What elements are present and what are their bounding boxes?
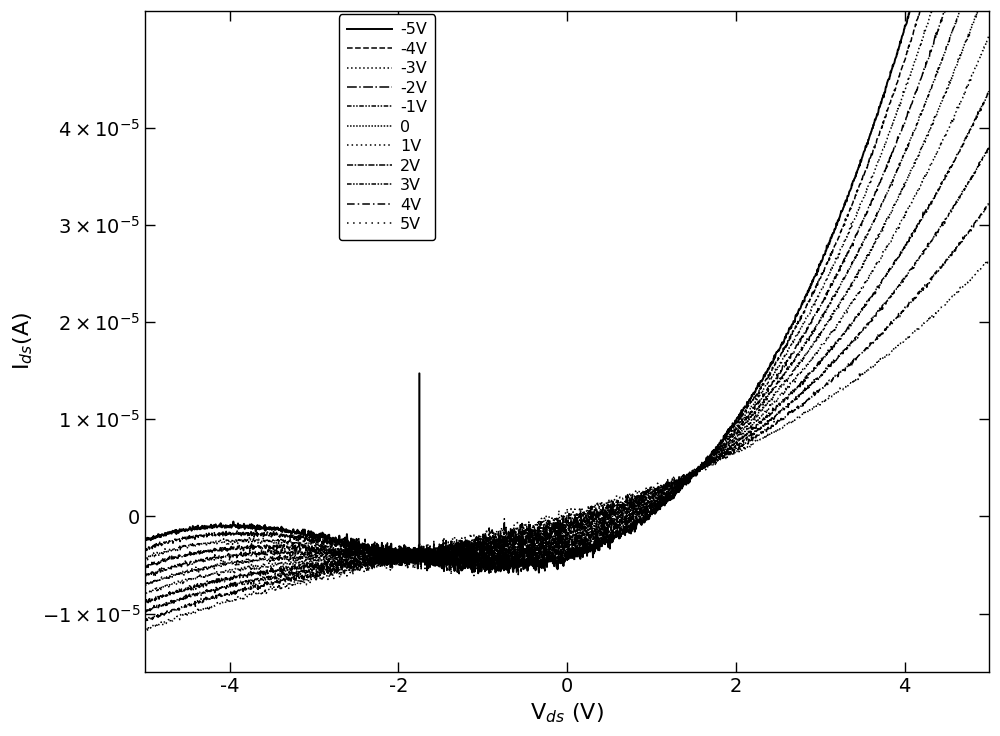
0 [958,40,970,49]
-5V [804,283,816,291]
2V [139,598,151,607]
4V [183,601,195,610]
3V [140,607,152,616]
3V [958,185,970,194]
3V [139,606,151,615]
4V [527,526,539,535]
5V [139,624,151,633]
-3V [804,309,816,318]
-2V [804,321,816,330]
4V [142,617,154,626]
-4V [527,559,539,567]
-5V [550,558,562,567]
Line: 4V: 4V [145,203,989,621]
0 [804,345,816,354]
2V [958,136,970,145]
Y-axis label: I$_{ds}$(A): I$_{ds}$(A) [11,313,35,370]
3V [959,185,971,194]
1V [140,591,152,600]
1V [183,574,195,583]
1V [958,90,970,99]
4V [139,615,151,624]
-2V [444,565,456,574]
3V [983,142,995,151]
2V [959,136,971,145]
Line: -2V: -2V [145,0,989,570]
0 [182,569,194,578]
4V [983,201,995,210]
4V [959,231,971,240]
4V [550,522,562,531]
0 [549,528,561,537]
Line: -3V: -3V [145,0,989,576]
X-axis label: V$_{ds}$ (V): V$_{ds}$ (V) [530,701,604,725]
Line: 0: 0 [145,0,989,585]
-3V [139,554,151,563]
-3V [182,540,194,549]
Line: -4V: -4V [145,0,989,575]
1V [527,542,539,551]
5V [183,609,195,618]
-2V [139,564,151,573]
Line: -5V: -5V [145,0,989,573]
-5V [182,526,194,534]
-1V [139,571,151,580]
1V [804,357,816,366]
5V [959,281,971,290]
4V [804,393,816,402]
-1V [140,572,152,581]
1V [550,531,562,539]
-4V [550,544,562,553]
4V [982,199,994,208]
2V [983,87,995,96]
3V [183,592,195,601]
0 [527,542,539,551]
3V [804,382,816,391]
5V [527,519,539,528]
5V [958,280,970,289]
Line: -1V: -1V [145,0,989,576]
2V [804,368,816,377]
-1V [804,333,816,342]
3V [550,528,562,537]
Line: 5V: 5V [145,260,989,630]
-5V [139,535,151,544]
2V [142,598,154,607]
5V [983,255,995,264]
1V [139,588,151,597]
-1V [527,537,539,546]
Line: 3V: 3V [145,146,989,612]
-4V [182,534,194,543]
-4V [804,294,816,303]
1V [983,31,995,40]
Line: 2V: 2V [145,91,989,603]
-2V [550,539,562,548]
-3V [527,545,539,553]
-3V [550,556,562,565]
5V [142,626,154,634]
-1V [550,534,562,543]
2V [550,529,562,538]
-5V [472,569,484,578]
5V [804,406,816,414]
-2V [527,547,539,556]
-1V [183,561,195,570]
-5V [527,555,539,564]
Legend: -5V, -4V, -3V, -2V, -1V, 0, 1V, 2V, 3V, 4V, 5V: -5V, -4V, -3V, -2V, -1V, 0, 1V, 2V, 3V, … [339,15,435,240]
4V [958,233,970,241]
-4V [512,570,524,579]
-4V [139,545,151,554]
2V [183,584,195,593]
0 [958,41,970,50]
2V [527,534,539,543]
3V [527,525,539,534]
5V [550,514,562,523]
1V [959,91,971,99]
Line: 1V: 1V [145,35,989,595]
-2V [182,551,194,560]
-3V [468,571,480,580]
0 [139,581,151,590]
